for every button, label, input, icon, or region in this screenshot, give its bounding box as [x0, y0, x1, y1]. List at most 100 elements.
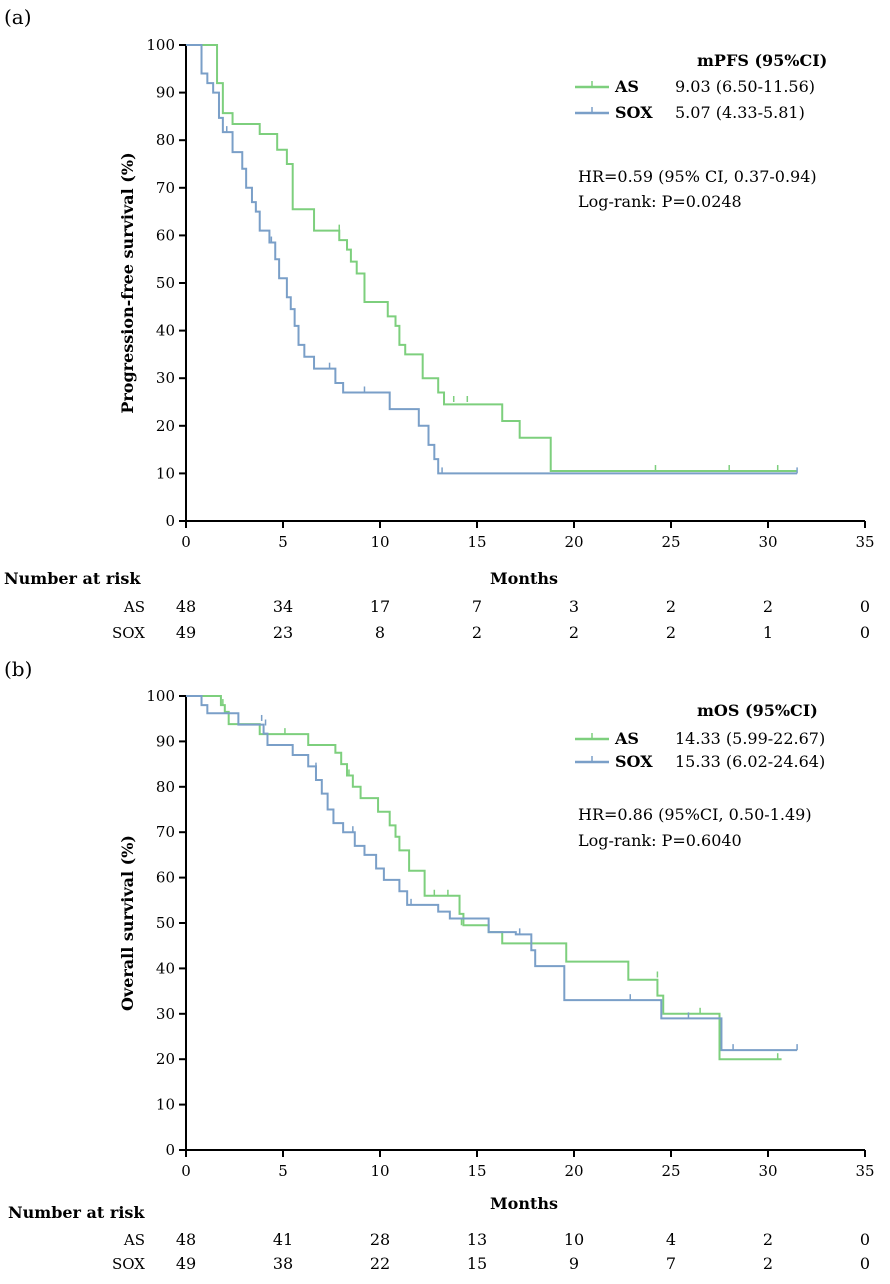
risk-count: 0 — [860, 597, 870, 616]
risk-count: 13 — [467, 1230, 487, 1249]
stat-annotation: HR=0.59 (95% CI, 0.37-0.94) — [578, 167, 817, 186]
risk-count: 7 — [666, 1254, 676, 1273]
x-axis-label: Months — [490, 1194, 558, 1213]
risk-count: 49 — [176, 1254, 196, 1273]
x-tick-label: 35 — [855, 533, 874, 551]
risk-count: 8 — [375, 623, 385, 642]
y-tick-label: 10 — [156, 464, 175, 482]
y-tick-label: 20 — [156, 417, 175, 435]
stat-annotation: HR=0.86 (95%CI, 0.50-1.49) — [578, 805, 812, 824]
y-axis-label: Overall survival (%) — [118, 835, 137, 1011]
x-tick-label: 35 — [855, 1162, 874, 1180]
risk-count: 2 — [666, 623, 676, 642]
risk-count: 0 — [860, 1254, 870, 1273]
legend-entry-value: 5.07 (4.33-5.81) — [675, 103, 805, 122]
risk-count: 4 — [666, 1230, 676, 1249]
x-tick-label: 20 — [564, 1162, 583, 1180]
x-tick-label: 25 — [661, 1162, 680, 1180]
x-tick-label: 20 — [564, 533, 583, 551]
y-tick-label: 40 — [156, 959, 175, 977]
risk-count: 0 — [860, 623, 870, 642]
x-tick-label: 15 — [467, 533, 486, 551]
risk-count: 23 — [273, 623, 293, 642]
risk-row-label: AS — [123, 598, 145, 616]
risk-table-title: Number at risk — [4, 569, 141, 588]
risk-count: 10 — [564, 1230, 584, 1249]
risk-count: 2 — [666, 597, 676, 616]
x-tick-label: 25 — [661, 533, 680, 551]
risk-count: 3 — [569, 597, 579, 616]
risk-count: 1 — [763, 623, 773, 642]
x-tick-label: 10 — [370, 533, 389, 551]
y-tick-label: 30 — [156, 369, 175, 387]
y-tick-label: 100 — [146, 687, 175, 705]
x-tick-label: 0 — [181, 533, 191, 551]
y-tick-label: 70 — [156, 179, 175, 197]
y-tick-label: 10 — [156, 1096, 175, 1114]
y-tick-label: 60 — [156, 226, 175, 244]
legend-entry-value: 15.33 (6.02-24.64) — [675, 752, 825, 771]
risk-count: 48 — [176, 1230, 196, 1249]
km-curve-sox — [186, 44, 798, 475]
risk-count: 2 — [472, 623, 482, 642]
legend-entry-value: 14.33 (5.99-22.67) — [675, 729, 825, 748]
x-tick-label: 30 — [758, 1162, 777, 1180]
legend-entry-name: AS — [614, 77, 639, 96]
risk-count: 15 — [467, 1254, 487, 1273]
y-tick-label: 50 — [156, 914, 175, 932]
panel-label: (a) — [4, 5, 32, 29]
risk-row-label: AS — [123, 1231, 145, 1249]
risk-count: 49 — [176, 623, 196, 642]
risk-row-label: SOX — [112, 1255, 145, 1273]
x-tick-label: 0 — [181, 1162, 191, 1180]
km-curve-as — [186, 44, 798, 473]
legend-entry-name: AS — [614, 729, 639, 748]
risk-count: 2 — [763, 1254, 773, 1273]
legend-title: mOS (95%CI) — [697, 701, 818, 720]
x-tick-label: 30 — [758, 533, 777, 551]
y-tick-label: 30 — [156, 1005, 175, 1023]
risk-count: 41 — [273, 1230, 293, 1249]
km-curve-as — [186, 695, 782, 1061]
stat-annotation: Log-rank: P=0.0248 — [578, 192, 742, 211]
risk-count: 38 — [273, 1254, 293, 1273]
risk-table-title: Number at risk — [8, 1203, 145, 1222]
y-tick-label: 50 — [156, 274, 175, 292]
x-tick-label: 5 — [278, 533, 288, 551]
risk-row-label: SOX — [112, 624, 145, 642]
legend-entry-value: 9.03 (6.50-11.56) — [675, 77, 815, 96]
y-tick-label: 0 — [165, 512, 175, 530]
risk-count: 0 — [860, 1230, 870, 1249]
x-tick-label: 15 — [467, 1162, 486, 1180]
y-tick-label: 20 — [156, 1050, 175, 1068]
y-tick-label: 40 — [156, 322, 175, 340]
risk-count: 2 — [763, 1230, 773, 1249]
y-tick-label: 60 — [156, 869, 175, 887]
risk-count: 17 — [370, 597, 390, 616]
panel-label: (b) — [4, 657, 32, 681]
legend-title: mPFS (95%CI) — [697, 51, 827, 70]
y-tick-label: 90 — [156, 732, 175, 750]
y-tick-label: 80 — [156, 778, 175, 796]
risk-count: 48 — [176, 597, 196, 616]
x-tick-label: 5 — [278, 1162, 288, 1180]
risk-count: 28 — [370, 1230, 390, 1249]
y-tick-label: 100 — [146, 36, 175, 54]
risk-count: 34 — [273, 597, 293, 616]
y-tick-label: 80 — [156, 131, 175, 149]
y-tick-label: 90 — [156, 84, 175, 102]
y-tick-label: 0 — [165, 1141, 175, 1159]
x-tick-label: 10 — [370, 1162, 389, 1180]
risk-count: 22 — [370, 1254, 390, 1273]
stat-annotation: Log-rank: P=0.6040 — [578, 831, 742, 850]
legend-entry-name: SOX — [615, 103, 653, 122]
risk-count: 7 — [472, 597, 482, 616]
risk-count: 2 — [763, 597, 773, 616]
km-curve-sox — [186, 695, 798, 1052]
risk-count: 2 — [569, 623, 579, 642]
x-axis-label: Months — [490, 569, 558, 588]
y-axis-label: Progression-free survival (%) — [118, 152, 137, 413]
legend-entry-name: SOX — [615, 752, 653, 771]
y-tick-label: 70 — [156, 823, 175, 841]
